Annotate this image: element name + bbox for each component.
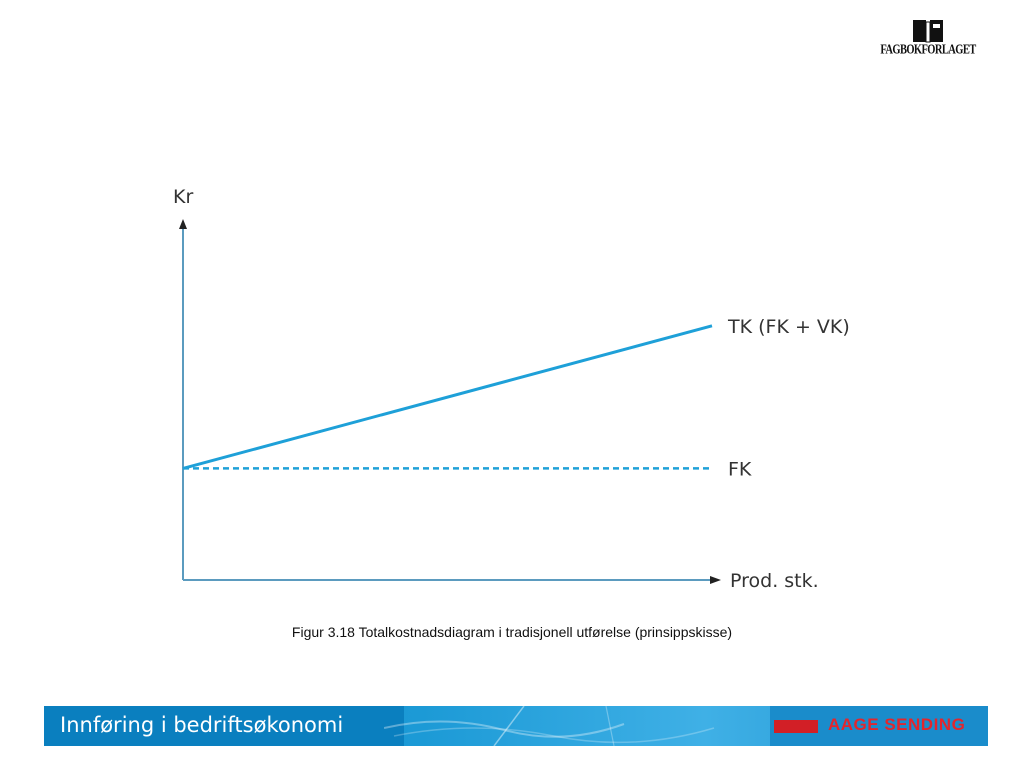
figure-caption: Figur 3.18 Totalkostnadsdiagram i tradis… <box>291 624 733 640</box>
author-name: AAGE SENDING <box>828 715 966 734</box>
y-axis-label: Kr <box>173 186 193 208</box>
logo-text: FAGBOKFORLAGET <box>880 43 976 58</box>
series-label-fk: FK <box>728 458 752 480</box>
chart-labels: Kr Prod. stk. TK (FK + VK) FK <box>173 186 850 592</box>
author-red-bar <box>774 720 818 733</box>
footer-banner: Innføring i bedriftsøkonomi AAGE SENDING <box>44 706 988 746</box>
footer-swoosh-decoration <box>384 706 715 746</box>
y-axis-arrow <box>179 219 187 229</box>
total-cost-chart: Kr Prod. stk. TK (FK + VK) FK <box>173 186 850 592</box>
author-box: AAGE SENDING <box>770 706 988 746</box>
book-logo-icon <box>913 20 943 43</box>
series-line-tk-fk-vk <box>182 324 713 470</box>
x-axis-label: Prod. stk. <box>730 570 819 592</box>
x-axis-arrow <box>710 576 721 584</box>
series-label-tk-fk-vk: TK (FK + VK) <box>727 316 850 338</box>
chart-axes <box>179 219 721 584</box>
publisher-logo: FAGBOKFORLAGET <box>880 18 976 66</box>
chart-series <box>182 324 713 470</box>
footer-title: Innføring i bedriftsøkonomi <box>60 713 344 737</box>
footer-title-strip <box>44 706 404 746</box>
